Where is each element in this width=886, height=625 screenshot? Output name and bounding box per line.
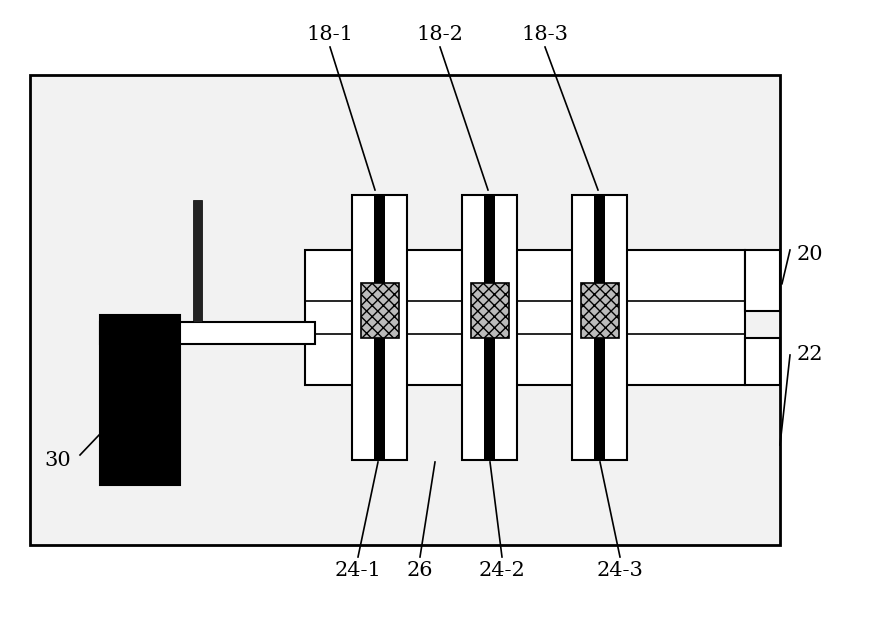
Text: 24-1: 24-1 xyxy=(335,561,382,579)
Text: 24-3: 24-3 xyxy=(596,561,643,579)
Bar xyxy=(193,200,203,322)
Text: 30: 30 xyxy=(44,451,72,469)
Bar xyxy=(100,315,180,485)
Bar xyxy=(572,195,627,460)
Bar xyxy=(462,195,517,460)
Bar xyxy=(375,195,385,460)
Text: 18-2: 18-2 xyxy=(416,26,463,44)
Bar xyxy=(353,195,408,460)
Bar xyxy=(30,75,780,545)
Bar xyxy=(595,195,605,460)
Bar xyxy=(305,250,745,385)
Text: 18-1: 18-1 xyxy=(307,26,354,44)
Text: 24-2: 24-2 xyxy=(478,561,525,579)
Bar xyxy=(581,283,619,338)
Text: 26: 26 xyxy=(407,561,433,579)
Text: 18-3: 18-3 xyxy=(522,26,569,44)
Bar xyxy=(471,283,509,338)
Text: 22: 22 xyxy=(797,346,823,364)
Bar xyxy=(361,283,399,338)
Bar xyxy=(745,250,780,311)
Bar xyxy=(485,195,495,460)
Bar xyxy=(745,338,780,385)
Text: 20: 20 xyxy=(797,246,823,264)
Bar xyxy=(100,322,315,344)
